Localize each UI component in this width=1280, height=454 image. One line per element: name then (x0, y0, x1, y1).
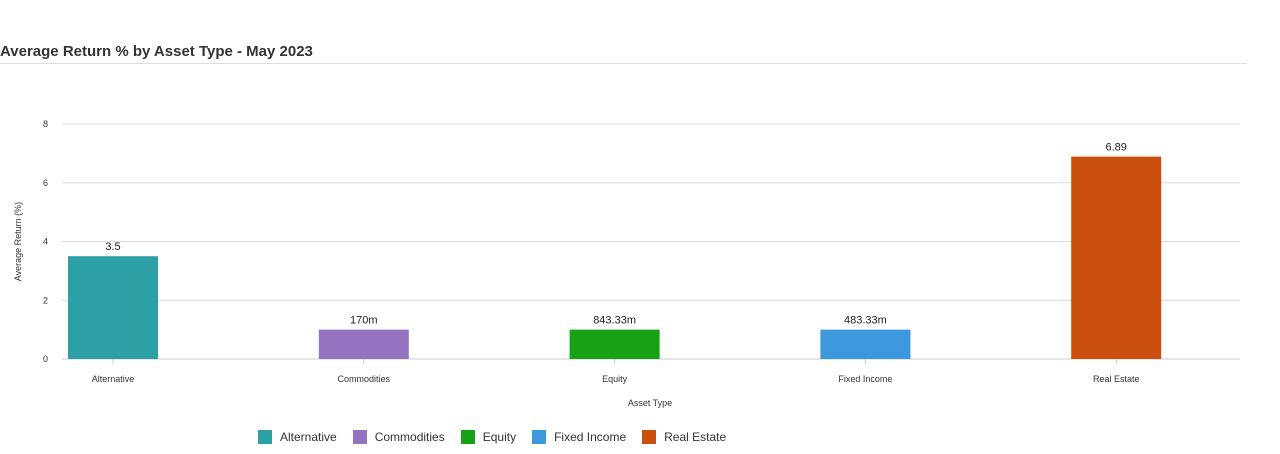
y-tick-label: 2 (43, 295, 48, 305)
title-divider (0, 63, 1247, 64)
data-label: 6.89 (1106, 142, 1127, 154)
y-tick-label: 4 (43, 237, 48, 247)
x-axis-label: Asset Type (628, 398, 672, 408)
legend-item-fixed-income[interactable]: Fixed Income (532, 430, 626, 444)
legend-swatch (460, 430, 475, 444)
data-label: 3.5 (105, 241, 120, 253)
bar-equity (569, 329, 660, 359)
legend-label: Fixed Income (554, 430, 627, 444)
legend: Alternative Commodities Equity Fixed Inc… (258, 430, 742, 444)
legend-item-commodities[interactable]: Commodities (352, 430, 445, 444)
bar-commodities (318, 329, 409, 359)
legend-swatch (532, 430, 547, 444)
y-tick-label: 0 (43, 354, 48, 364)
legend-swatch (352, 430, 367, 444)
data-label: 483.33m (844, 315, 887, 327)
bar-chart: 0 2 4 6 8 Average Return (%) 3.5 Alternative 170… (13, 119, 1240, 408)
legend-swatch (258, 430, 272, 444)
bar-fixed-income (820, 329, 911, 359)
x-tick-label: Fixed Income (838, 374, 892, 384)
legend-item-alternative[interactable]: Alternative (258, 430, 337, 444)
bar-alternative (68, 256, 158, 359)
x-tick-label: Alternative (92, 374, 135, 384)
x-tick-label: Real Estate (1093, 374, 1140, 384)
data-label: 170m (350, 315, 378, 327)
x-tick-label: Commodities (338, 374, 391, 384)
y-tick-label: 8 (43, 119, 48, 129)
chart-title: Average Return % by Asset Type - May 202… (0, 43, 313, 60)
legend-item-equity[interactable]: Equity (460, 430, 517, 444)
legend-label: Real Estate (664, 430, 727, 444)
legend-label: Equity (482, 430, 517, 444)
legend-item-real-estate[interactable]: Real Estate (642, 430, 726, 444)
x-tick-label: Equity (602, 374, 628, 384)
legend-swatch (642, 430, 657, 444)
data-label: 843.33m (593, 315, 636, 327)
y-tick-label: 6 (43, 178, 48, 188)
y-axis-label: Average Return (%) (13, 202, 23, 281)
bar-real-estate (1071, 156, 1162, 359)
legend-label: Alternative (280, 430, 337, 444)
legend-label: Commodities (374, 430, 445, 444)
